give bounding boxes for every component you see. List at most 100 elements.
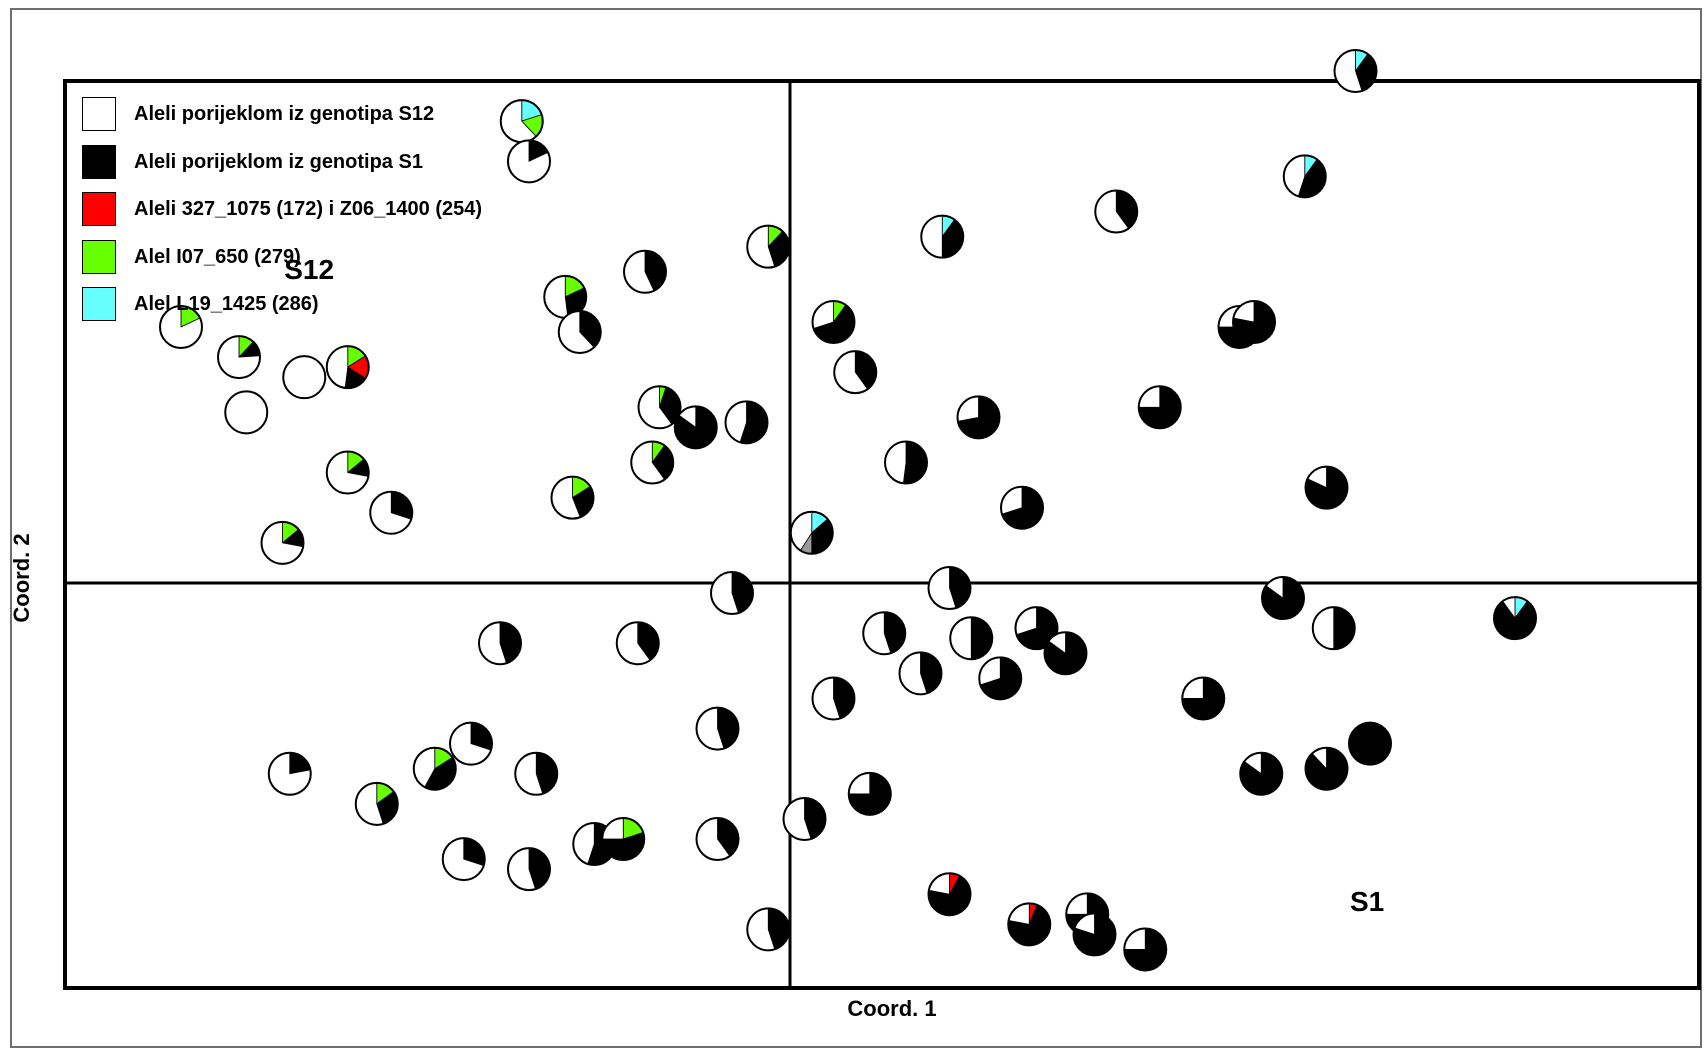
pie-marker [949,616,994,661]
pie-outline [782,796,827,841]
pie-outline [1181,676,1226,721]
pie-outline [1282,154,1327,199]
pie-outline [449,721,493,766]
reference-label-s12: S12 [284,253,335,285]
pie-outline [898,651,943,696]
legend-swatch-red [82,192,116,226]
pie-outline [1232,299,1276,344]
pie-outline [862,611,907,656]
pie-marker [746,907,791,952]
pie-outline [282,355,327,400]
pie-outline [369,490,414,535]
pie-marker [550,475,595,520]
pie-slice-white [884,441,907,484]
pie-outline [615,621,660,666]
pie-marker [695,706,740,751]
pie-slice-black [1349,722,1391,765]
legend-label: Aleli porijeklom iz genotipa S12 [134,103,435,125]
pie-slice-white [283,356,326,399]
pie-outline [833,350,878,395]
pie-marker [282,355,327,400]
pie-outline [811,299,856,344]
pie-slice-white [326,345,349,389]
pie-outline [1123,927,1168,972]
pie-marker [412,746,457,791]
pie-marker [1094,189,1139,234]
pie-marker [1493,596,1537,641]
pie-outline [847,771,892,816]
pie-slice-black [1333,606,1356,650]
legend-label: Alel L19_1425 (286) [134,293,319,315]
pie-marker [789,510,834,555]
pie-outline [478,621,522,666]
pie-marker [927,566,972,611]
pie-marker [956,395,1001,440]
pie-marker [499,99,544,144]
pie-marker [1137,385,1182,430]
plot-area [63,48,1701,990]
pie-outline [811,676,856,721]
pie-slice-white [949,616,972,660]
pie-marker [833,350,878,395]
pie-outline [1333,48,1378,93]
legend-item-green-allele: Alel I07_650 (279) [82,239,482,288]
pie-marker [637,385,682,430]
pie-marker [978,656,1023,701]
pie-marker [369,490,414,535]
pie-marker [746,224,791,269]
pie-outline [695,706,740,751]
pie-marker [507,139,551,184]
pie-slice-black [902,441,928,484]
pie-outline [325,345,370,390]
pie-marker [1072,912,1117,957]
pie-outline [1072,912,1117,957]
pie-marker [1282,154,1327,199]
pie-marker [884,440,928,485]
pie-marker [354,781,399,826]
pie-outline [441,837,486,882]
pie-marker [267,751,312,796]
pie-marker [507,847,551,892]
pie-outline [354,781,399,826]
pie-marker [1304,465,1349,510]
reference-label-s1: S1 [1350,886,1385,918]
pie-outline [224,390,269,435]
pie-marker [601,817,646,862]
pie-marker [1261,576,1305,621]
pie-marker [159,304,203,349]
pie-outline [623,249,667,294]
plot-border [63,79,1701,990]
pie-slice-white [920,215,943,259]
pie-outline [159,304,203,349]
pie-outline [514,751,559,796]
pie-outline [217,335,261,380]
pie-marker [623,249,667,294]
pie-marker [615,621,660,666]
pie-marker [1348,721,1392,766]
pie-marker [898,651,943,696]
pie-outline [325,450,370,495]
pie-outline [673,405,718,450]
legend-swatch-black [82,144,116,179]
legend: Aleli porijeklom iz genotipa S12 Aleli p… [82,97,482,335]
pie-marker [1014,606,1059,651]
legend-item-s1-alleles: Aleli porijeklom iz genotipa S1 [82,144,482,193]
pie-outline [1043,631,1088,676]
pie-outline [949,616,994,661]
pie-marker [710,571,754,616]
legend-swatch-cyan [82,287,116,321]
pie-outline [789,510,834,555]
pie-outline [746,224,791,269]
legend-label: Aleli 327_1075 (172) i Z06_1400 (254) [134,198,483,220]
pie-marker [1232,299,1276,344]
pie-outline [1304,465,1349,510]
pie-marker [557,310,602,354]
pie-outline [1014,606,1059,651]
pie-marker [811,299,856,344]
pie-outline [884,440,928,485]
pie-outline [927,566,972,611]
pie-marker [1239,751,1284,796]
pie-marker [782,796,827,841]
pie-marker [543,274,588,319]
